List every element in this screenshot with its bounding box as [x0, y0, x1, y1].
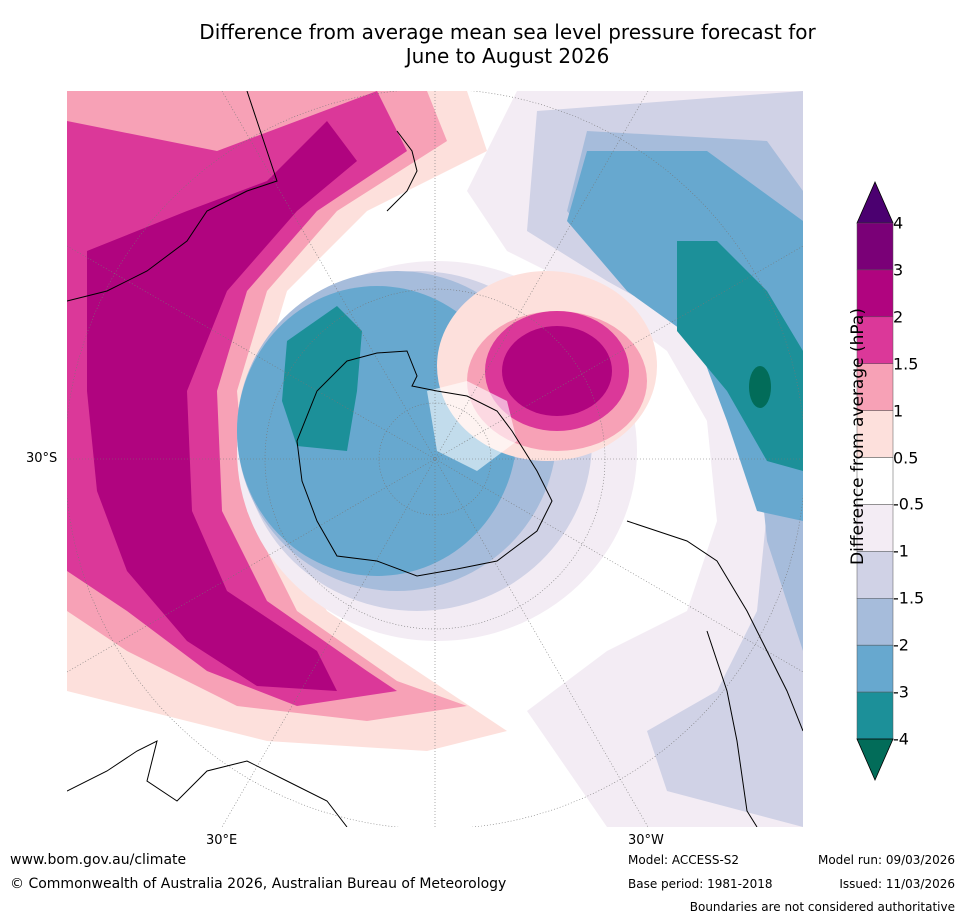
australia-coastline [67, 91, 278, 302]
issued-label: Issued: 11/03/2026 [839, 877, 955, 891]
colorbar-tick-label: 1.5 [893, 354, 919, 374]
latitude-label-30s: 30°S [26, 451, 58, 466]
colorbar-cell [856, 691, 894, 740]
colorbar-tick-label: 2 [893, 307, 904, 327]
chart-title: Difference from average mean sea level p… [120, 20, 895, 68]
colorbar-tick-label: 0.5 [893, 448, 919, 468]
south-america-coastline [626, 520, 803, 732]
colorbar-cell [856, 504, 894, 552]
south-america-coastline-2 [706, 630, 758, 827]
colorbar-cell [856, 551, 894, 599]
colorbar-cell [856, 598, 894, 646]
africa-coastline [67, 740, 348, 827]
colorbar-tick-label: -2 [893, 635, 909, 655]
longitude-label-30w: 30°W [628, 833, 664, 848]
negative-anomaly-4-east [749, 366, 771, 408]
colorbar-title: Difference from average (hPa) [848, 308, 868, 565]
colorbar-tick-label: -0.5 [893, 494, 925, 514]
colorbar-tick-label: 1 [893, 401, 904, 421]
new-zealand-coastline [386, 130, 418, 212]
model-run-label: Model run: 09/03/2026 [817, 853, 955, 867]
colorbar-cell [856, 222, 894, 271]
title-line-2: June to August 2026 [405, 44, 610, 68]
website-link[interactable]: www.bom.gov.au/climate [10, 852, 187, 868]
graticule [67, 91, 803, 827]
neutral-zone [427, 381, 517, 471]
colorbar-tick-label: -1 [893, 541, 909, 561]
base-period-label: Base period: 1981-2018 [628, 877, 773, 891]
colorbar-extend-top [856, 181, 894, 224]
colorbar-cell [856, 644, 894, 693]
map-svg [67, 91, 803, 827]
colorbar-tick-label: -1.5 [893, 588, 925, 608]
colorbar-cell [856, 410, 894, 458]
colorbar-tick-label: -3 [893, 682, 909, 702]
colorbar [856, 181, 894, 781]
negative-anomaly-3-center [282, 306, 362, 451]
antarctica-coastline [296, 350, 553, 577]
title-line-1: Difference from average mean sea level p… [199, 20, 816, 44]
copyright-text: © Commonwealth of Australia 2026, Austra… [10, 876, 507, 892]
positive-anomaly-2 [87, 121, 357, 691]
colorbar-cell [856, 316, 894, 364]
colorbar-extend-bottom [856, 738, 894, 781]
longitude-label-30e: 30°E [206, 833, 238, 848]
pressure-anomaly-map [67, 91, 803, 827]
colorbar-cell [856, 457, 894, 505]
colorbar-tick-label: 3 [893, 260, 904, 280]
colorbar-tick-label: 4 [893, 213, 904, 233]
disclaimer-text: Boundaries are not considered authoritat… [689, 900, 955, 914]
negative-anomaly-2-east [567, 151, 803, 521]
colorbar-cell [856, 363, 894, 411]
model-label: Model: ACCESS-S2 [628, 853, 740, 867]
negative-anomaly-3-east [677, 241, 803, 471]
positive-anomaly-2-peninsula [502, 326, 612, 416]
colorbar-tick-label: -4 [893, 729, 909, 749]
